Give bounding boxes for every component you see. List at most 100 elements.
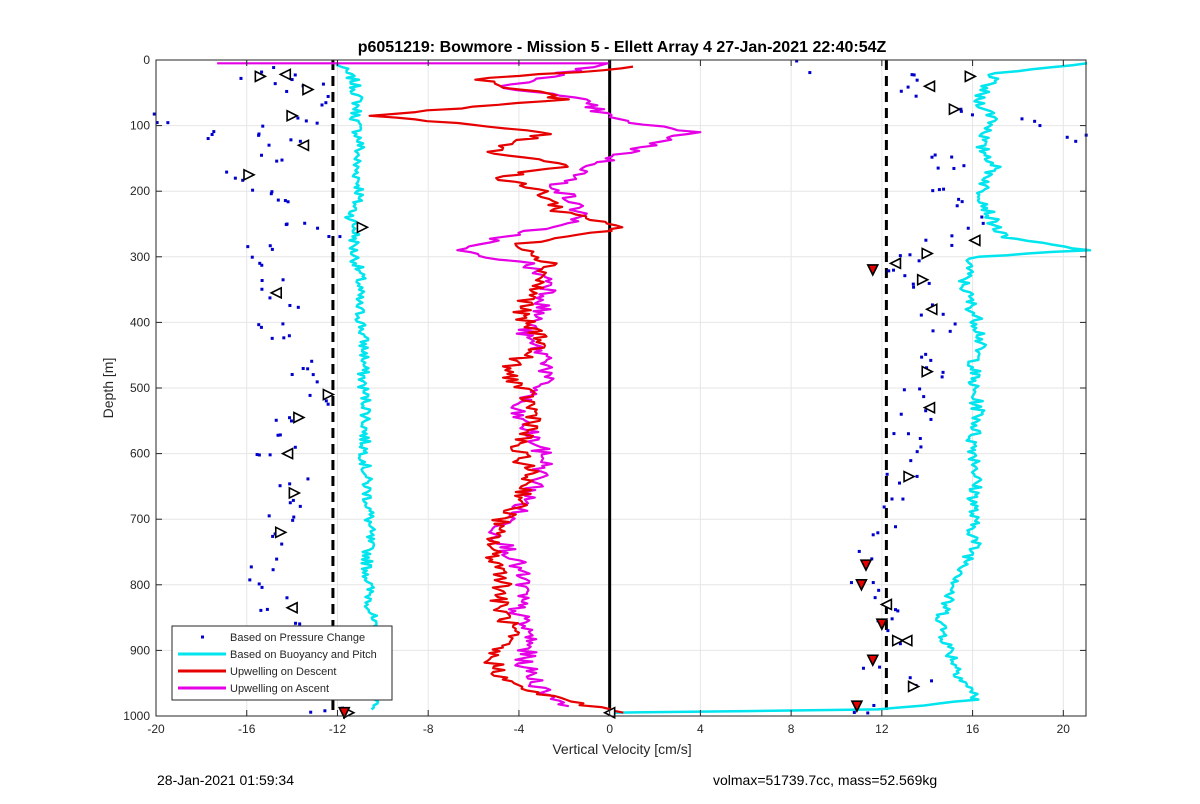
pressure-change-point xyxy=(871,581,875,585)
pressure-change-point xyxy=(912,73,916,77)
x-tick-label: -12 xyxy=(329,722,347,736)
descent-triangle-marker xyxy=(293,411,306,424)
buoyancy-pitch-ascent-line xyxy=(609,62,1092,714)
pressure-change-point xyxy=(931,329,935,333)
pressure-change-point xyxy=(271,568,275,572)
pressure-change-point xyxy=(246,245,250,249)
descent-triangle-marker xyxy=(269,286,283,300)
ascent-red-triangle-marker xyxy=(337,706,351,720)
pressure-change-point xyxy=(210,132,214,136)
pressure-change-point xyxy=(877,588,881,592)
pressure-change-point xyxy=(304,119,308,123)
x-tick-label: 0 xyxy=(606,722,613,736)
x-tick-label: 12 xyxy=(875,722,889,736)
descent-triangle-marker xyxy=(243,168,256,182)
pressure-change-point xyxy=(903,274,907,278)
pressure-change-point xyxy=(275,159,279,163)
pressure-change-point xyxy=(268,453,272,457)
descent-triangle-marker xyxy=(356,220,370,234)
pressure-change-point xyxy=(324,399,328,403)
y-tick-label: 900 xyxy=(130,643,150,657)
ascent-triangle-marker xyxy=(924,302,938,316)
pressure-change-point xyxy=(915,474,919,478)
pressure-change-point xyxy=(808,71,812,75)
descent-triangle-marker xyxy=(288,486,302,500)
descent-triangle-marker xyxy=(280,447,294,460)
ascent-triangle-marker xyxy=(916,273,930,287)
pressure-change-point xyxy=(303,221,307,225)
pressure-change-point xyxy=(953,322,957,326)
pressure-change-point xyxy=(899,89,903,93)
pressure-change-point xyxy=(265,607,269,611)
pressure-change-point xyxy=(269,192,273,196)
pressure-change-point xyxy=(288,416,292,420)
pressure-change-point xyxy=(296,305,300,309)
pressure-change-point xyxy=(278,484,282,488)
pressure-change-point xyxy=(306,367,310,371)
pressure-change-point xyxy=(259,608,263,612)
pressure-change-point xyxy=(924,238,928,242)
pressure-change-point xyxy=(239,76,243,80)
ascent-triangle-marker xyxy=(922,79,936,93)
pressure-change-point xyxy=(898,642,902,646)
pressure-change-point xyxy=(929,358,933,362)
pressure-change-point xyxy=(260,585,264,589)
ascent-red-triangle-marker xyxy=(855,578,868,592)
buoyancy-pitch-descent-line xyxy=(335,62,380,711)
pressure-change-point xyxy=(852,710,856,714)
pressure-change-point xyxy=(890,617,894,621)
pressure-change-point xyxy=(166,121,170,125)
legend-item-label: Based on Buoyancy and Pitch xyxy=(230,649,377,661)
ascent-triangle-marker xyxy=(968,234,981,247)
pressure-change-point xyxy=(950,234,954,238)
pressure-change-point xyxy=(918,436,922,440)
pressure-change-point xyxy=(289,138,293,142)
y-tick-label: 300 xyxy=(130,250,150,264)
pressure-change-point xyxy=(885,472,889,476)
ascent-triangle-marker xyxy=(922,401,936,414)
ascent-red-triangle-marker xyxy=(859,559,873,572)
pressure-change-point xyxy=(980,215,984,219)
ascent-triangle-marker xyxy=(921,365,935,378)
pressure-change-point xyxy=(920,355,924,359)
pressure-change-point xyxy=(289,419,293,423)
pressure-change-point xyxy=(233,176,237,180)
legend-item-label: Based on Pressure Change xyxy=(230,632,365,644)
pressure-change-point xyxy=(861,666,865,670)
pressure-change-point xyxy=(338,235,342,239)
pressure-change-point xyxy=(930,303,934,307)
pressure-change-point xyxy=(902,388,906,392)
plot-area: -20 -16 -12 -8 -4 0 4 8 12 16 20010020030040050060… xyxy=(123,53,1092,736)
pressure-change-point xyxy=(283,199,287,203)
pressure-change-point xyxy=(910,73,914,77)
pressure-change-point xyxy=(901,497,905,501)
pressure-change-point xyxy=(942,187,946,191)
pressure-change-point xyxy=(259,325,263,329)
pressure-change-point xyxy=(249,565,253,569)
pressure-change-point xyxy=(918,387,922,391)
pressure-change-point xyxy=(981,221,985,225)
ascent-triangle-marker xyxy=(879,598,893,611)
ascent-triangle-marker xyxy=(907,680,921,693)
pressure-change-point xyxy=(323,709,327,713)
pressure-change-point xyxy=(309,710,313,714)
x-tick-label: -16 xyxy=(238,722,256,736)
pressure-change-point xyxy=(890,497,894,501)
y-tick-label: 500 xyxy=(130,381,150,395)
pressure-change-point xyxy=(927,281,931,285)
pressure-change-point xyxy=(275,557,279,561)
pressure-change-point xyxy=(886,629,890,633)
pressure-change-point xyxy=(930,155,934,159)
pressure-change-point xyxy=(866,711,870,715)
pressure-change-point xyxy=(925,366,929,370)
pressure-change-point xyxy=(1038,124,1042,128)
pressure-change-point xyxy=(286,200,290,204)
pressure-change-point xyxy=(931,189,935,193)
pressure-change-point xyxy=(255,453,259,457)
pressure-change-point xyxy=(962,164,966,168)
pressure-change-point xyxy=(261,124,265,128)
pressure-change-point xyxy=(257,323,261,327)
pressure-change-point xyxy=(894,608,898,612)
pressure-change-point xyxy=(292,515,296,519)
